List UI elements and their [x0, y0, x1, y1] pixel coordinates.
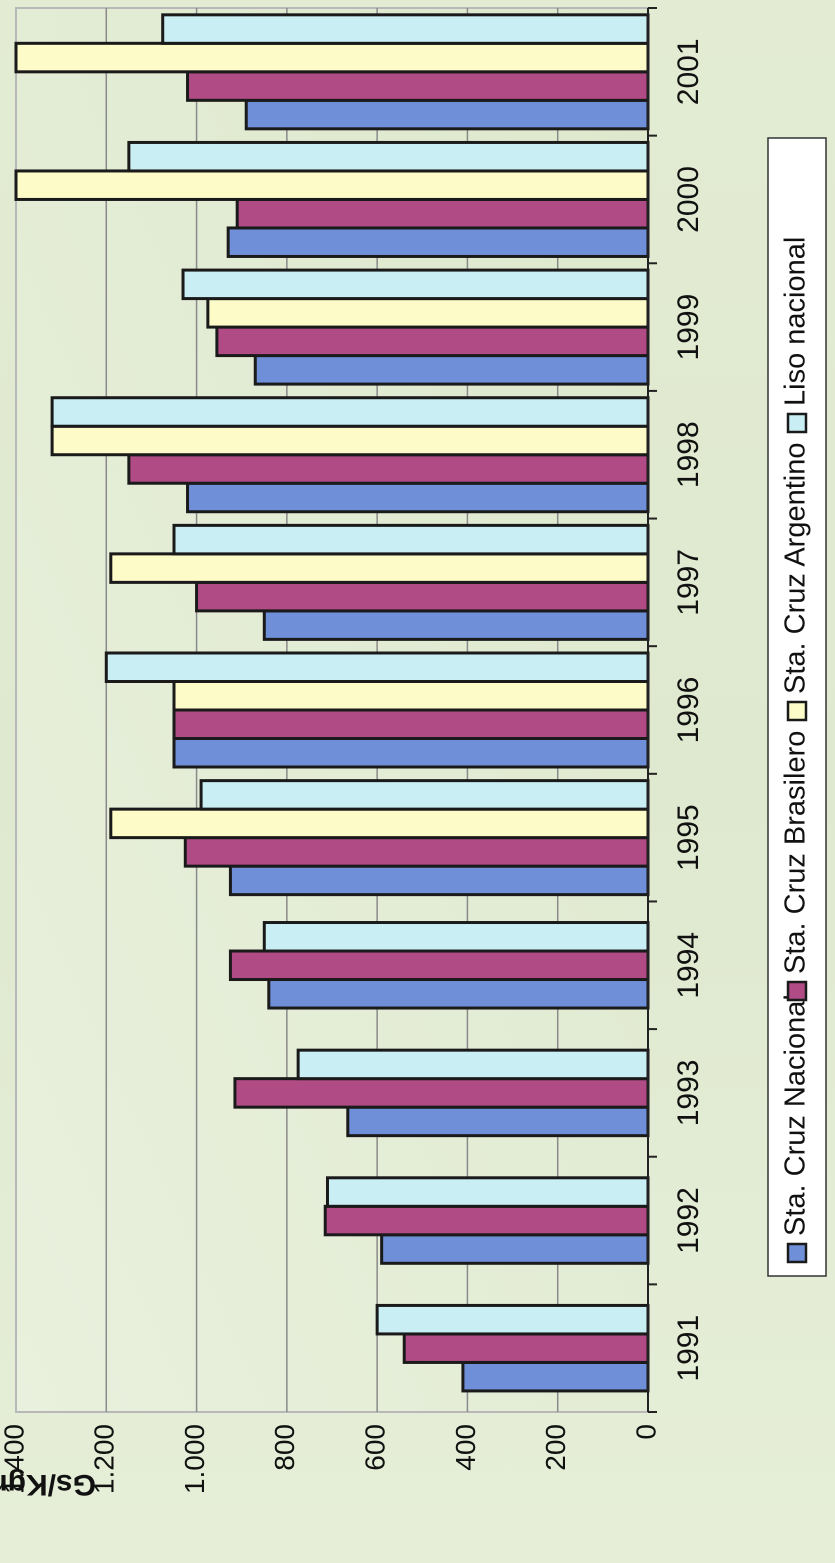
bar	[127, 140, 650, 173]
bar	[253, 354, 650, 386]
bar	[50, 424, 650, 457]
value-tick-label: 600	[360, 1424, 391, 1471]
value-tick-label: 0	[630, 1424, 661, 1440]
y-axis-title: Gs/Kgr	[0, 1468, 96, 1501]
bar	[375, 1303, 650, 1336]
category-label: 1997	[672, 549, 705, 616]
category-label: 1996	[672, 677, 705, 744]
bar	[14, 169, 650, 201]
bar	[186, 481, 650, 514]
bar	[380, 1233, 650, 1265]
legend-swatch	[786, 1242, 808, 1264]
bar	[296, 1048, 650, 1081]
category-labels: 1991 1992 1993 1994 1995 1996 1997 1998 1999 2000…	[672, 38, 705, 1381]
category-label: 2001	[672, 38, 705, 105]
bar	[172, 523, 650, 556]
bar	[228, 864, 650, 897]
bar	[346, 1105, 650, 1138]
category-label: 1992	[672, 1187, 705, 1254]
bar	[226, 226, 650, 258]
bar	[199, 779, 650, 811]
value-tick-label: 800	[269, 1424, 300, 1471]
bar	[323, 1204, 650, 1237]
legend-label: Sta. Cruz Brasilero	[780, 731, 812, 974]
value-tick-label: 200	[540, 1424, 571, 1471]
category-label: 1994	[672, 932, 705, 999]
legend-swatch	[786, 700, 808, 722]
bar	[172, 737, 650, 769]
bar	[325, 1176, 650, 1208]
bar	[402, 1332, 650, 1364]
bar	[181, 268, 650, 301]
category-label: 1991	[672, 1315, 705, 1382]
category-label: 1999	[672, 294, 705, 361]
category-label: 1998	[672, 421, 705, 488]
bar	[104, 651, 650, 683]
bar	[206, 297, 650, 329]
bar	[233, 1077, 650, 1109]
value-tick-label: 400	[450, 1424, 481, 1471]
bar	[183, 836, 650, 868]
category-label: 1993	[672, 1060, 705, 1127]
legend-swatch	[786, 980, 808, 1002]
bar	[109, 552, 650, 584]
bar	[50, 396, 650, 428]
bar	[161, 13, 650, 45]
legend: Sta. Cruz Nacional Sta. Cruz Brasilero Sta…	[767, 137, 827, 1277]
bar	[262, 609, 650, 641]
legend-swatch	[786, 412, 808, 434]
bar	[235, 197, 650, 230]
bar	[244, 98, 650, 131]
bar	[172, 708, 650, 740]
value-tick-label: 1.000	[179, 1424, 210, 1494]
bar	[195, 580, 650, 613]
bar	[14, 41, 650, 74]
legend-label: Liso nacional	[780, 237, 812, 406]
bar	[228, 949, 650, 982]
value-tick-label: 1.200	[89, 1424, 120, 1494]
bar	[262, 921, 650, 953]
bar	[215, 325, 650, 358]
bars-layer	[14, 13, 650, 1393]
legend-label: Sta. Cruz Nacional	[780, 994, 812, 1236]
category-tick-marks	[648, 7, 657, 1413]
value-tick-labels: 0 200 400 600 800 1.000 1.200 1.400	[0, 1424, 661, 1494]
bar	[267, 978, 650, 1010]
bar	[186, 70, 650, 102]
legend-label: Sta. Cruz Argentino	[780, 443, 812, 694]
category-label: 1995	[672, 804, 705, 871]
bar	[109, 807, 650, 840]
bar	[172, 680, 650, 712]
bar	[127, 453, 650, 485]
value-tick-label: 1.400	[0, 1424, 29, 1494]
bar	[461, 1360, 650, 1393]
category-label: 2000	[672, 166, 705, 233]
